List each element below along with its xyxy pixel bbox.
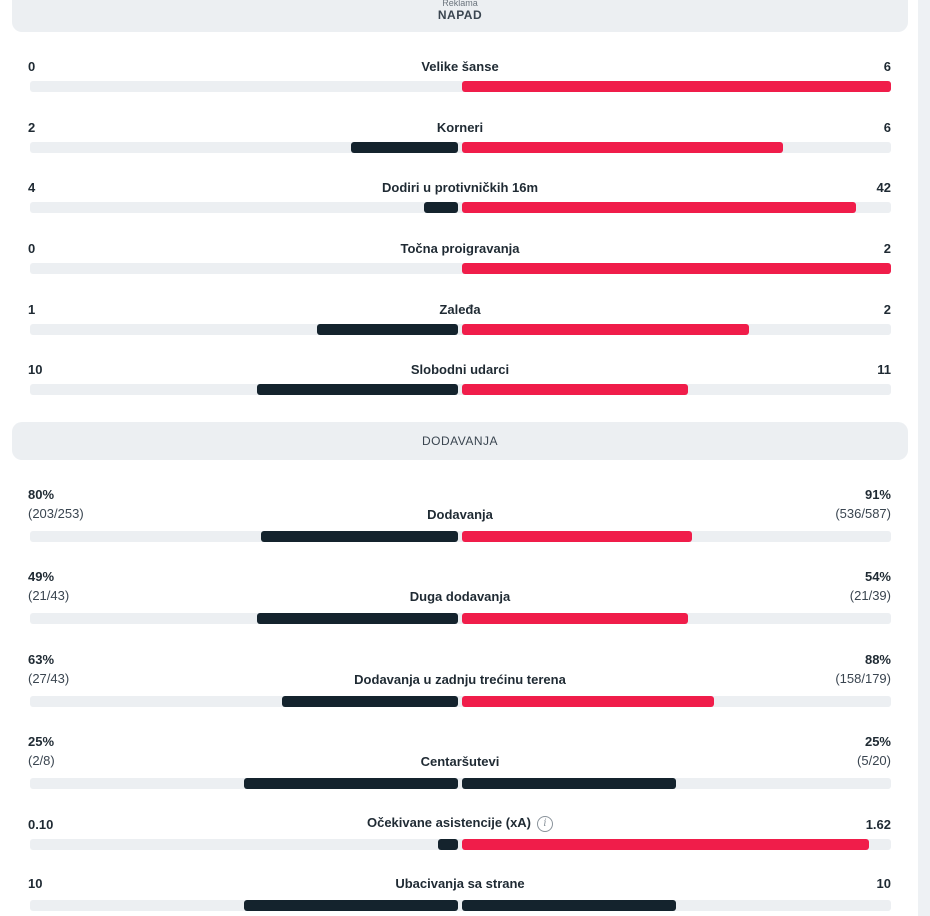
stat-row: 0.10 Očekivane asistencije (xA) i 1.62 xyxy=(0,815,930,875)
stat-row: 4 Dodiri u protivničkih 16m 42 xyxy=(0,178,930,238)
stat-row: 80% (203/253) Dodavanja 91% (536/587) xyxy=(0,485,930,547)
stat-label: Ubacivanja sa strane xyxy=(395,876,525,891)
home-value: 10 xyxy=(28,876,43,891)
away-value: 42 xyxy=(876,180,891,195)
section-title-passing: DODAVANJA xyxy=(421,434,499,448)
stat-bar-track xyxy=(30,613,891,624)
stat-label: Centaršutevi xyxy=(420,754,500,769)
stat-row: 10 Slobodni udarci 11 xyxy=(0,360,930,420)
home-bar xyxy=(244,900,458,911)
home-bar xyxy=(438,839,458,850)
stat-bar-track xyxy=(30,324,891,335)
ad-label: Reklama xyxy=(442,0,478,8)
away-value: 6 xyxy=(883,120,891,135)
stat-row: 0 Točna proigravanja 2 xyxy=(0,239,930,299)
away-bar xyxy=(462,324,749,335)
home-value: 4 xyxy=(28,180,36,195)
stat-label: Velike šanse xyxy=(421,59,499,74)
away-value: 25% xyxy=(864,734,891,749)
home-bar xyxy=(244,778,458,789)
away-bar xyxy=(462,839,869,850)
stat-row: 0 Velike šanse 6 xyxy=(0,57,930,117)
away-detail: (5/20) xyxy=(857,753,891,768)
home-detail: (21/43) xyxy=(28,588,70,603)
stat-row: 63% (27/43) Dodavanja u zadnju trećinu t… xyxy=(0,650,930,712)
stat-row: 10 Ubacivanja sa strane 10 xyxy=(0,876,930,916)
home-value: 0.10 xyxy=(28,817,54,832)
away-bar xyxy=(462,900,676,911)
home-bar xyxy=(257,613,458,624)
stat-label: Dodavanja xyxy=(427,507,493,522)
stat-label: Točna proigravanja xyxy=(400,241,520,256)
stat-bar-track xyxy=(30,81,891,92)
stat-bar-track xyxy=(30,839,891,850)
away-detail: (21/39) xyxy=(849,588,891,603)
away-bar xyxy=(462,384,688,395)
stat-bar-track xyxy=(30,531,891,542)
away-value: 1.62 xyxy=(865,817,891,832)
home-value: 10 xyxy=(28,362,43,377)
home-value: 2 xyxy=(28,120,36,135)
stat-row: 25% (2/8) Centaršutevi 25% (5/20) xyxy=(0,732,930,794)
home-bar xyxy=(317,324,458,335)
stat-label: Slobodni udarci xyxy=(410,362,510,377)
away-value: 54% xyxy=(864,569,891,584)
stat-row: 1 Zaleđa 2 xyxy=(0,300,930,360)
away-bar xyxy=(462,202,856,213)
stat-label: Dodavanja u zadnju trećinu terena xyxy=(354,672,566,687)
home-value: 80% xyxy=(28,487,55,502)
home-bar xyxy=(424,202,458,213)
away-bar xyxy=(462,81,891,92)
stat-label: Duga dodavanja xyxy=(409,589,511,604)
home-value: 49% xyxy=(28,569,55,584)
home-bar xyxy=(282,696,458,707)
away-bar xyxy=(462,613,688,624)
home-value: 63% xyxy=(28,652,55,667)
home-bar xyxy=(351,142,458,153)
home-value: 25% xyxy=(28,734,55,749)
stat-bar-track xyxy=(30,696,891,707)
home-bar xyxy=(257,384,458,395)
section-title-attack: NAPAD xyxy=(437,8,483,22)
away-detail: (536/587) xyxy=(835,506,891,521)
stat-label: Očekivane asistencije (xA) xyxy=(366,815,532,830)
away-bar xyxy=(462,263,891,274)
stat-label: Korneri xyxy=(436,120,484,135)
away-value: 91% xyxy=(864,487,891,502)
away-bar xyxy=(462,778,676,789)
stat-label: Zaleđa xyxy=(439,302,481,317)
home-bar xyxy=(261,531,458,542)
away-detail: (158/179) xyxy=(835,671,891,686)
away-bar xyxy=(462,142,783,153)
stat-bar-track xyxy=(30,263,891,274)
home-detail: (2/8) xyxy=(28,753,55,768)
stat-bar-track xyxy=(30,900,891,911)
away-value: 2 xyxy=(883,241,891,256)
section-header-attack: Reklama NAPAD xyxy=(12,0,908,32)
away-bar xyxy=(462,696,714,707)
scrollbar-track[interactable] xyxy=(918,0,930,916)
away-value: 88% xyxy=(864,652,891,667)
home-value: 1 xyxy=(28,302,36,317)
away-value: 10 xyxy=(876,876,891,891)
stat-label: Dodiri u protivničkih 16m xyxy=(381,180,539,195)
home-detail: (27/43) xyxy=(28,671,70,686)
section-header-passing: DODAVANJA xyxy=(12,422,908,460)
away-value: 6 xyxy=(883,59,891,74)
stat-row: 49% (21/43) Duga dodavanja 54% (21/39) xyxy=(0,567,930,629)
stat-bar-track xyxy=(30,202,891,213)
away-value: 11 xyxy=(877,362,891,377)
stat-label-wrap: Očekivane asistencije (xA) i xyxy=(200,815,720,832)
stat-bar-track xyxy=(30,778,891,789)
away-value: 2 xyxy=(883,302,891,317)
stat-row: 2 Korneri 6 xyxy=(0,118,930,178)
info-icon[interactable]: i xyxy=(537,815,554,832)
away-bar xyxy=(462,531,692,542)
stat-bar-track xyxy=(30,142,891,153)
home-detail: (203/253) xyxy=(28,506,84,521)
stat-bar-track xyxy=(30,384,891,395)
home-value: 0 xyxy=(28,59,36,74)
home-value: 0 xyxy=(28,241,36,256)
